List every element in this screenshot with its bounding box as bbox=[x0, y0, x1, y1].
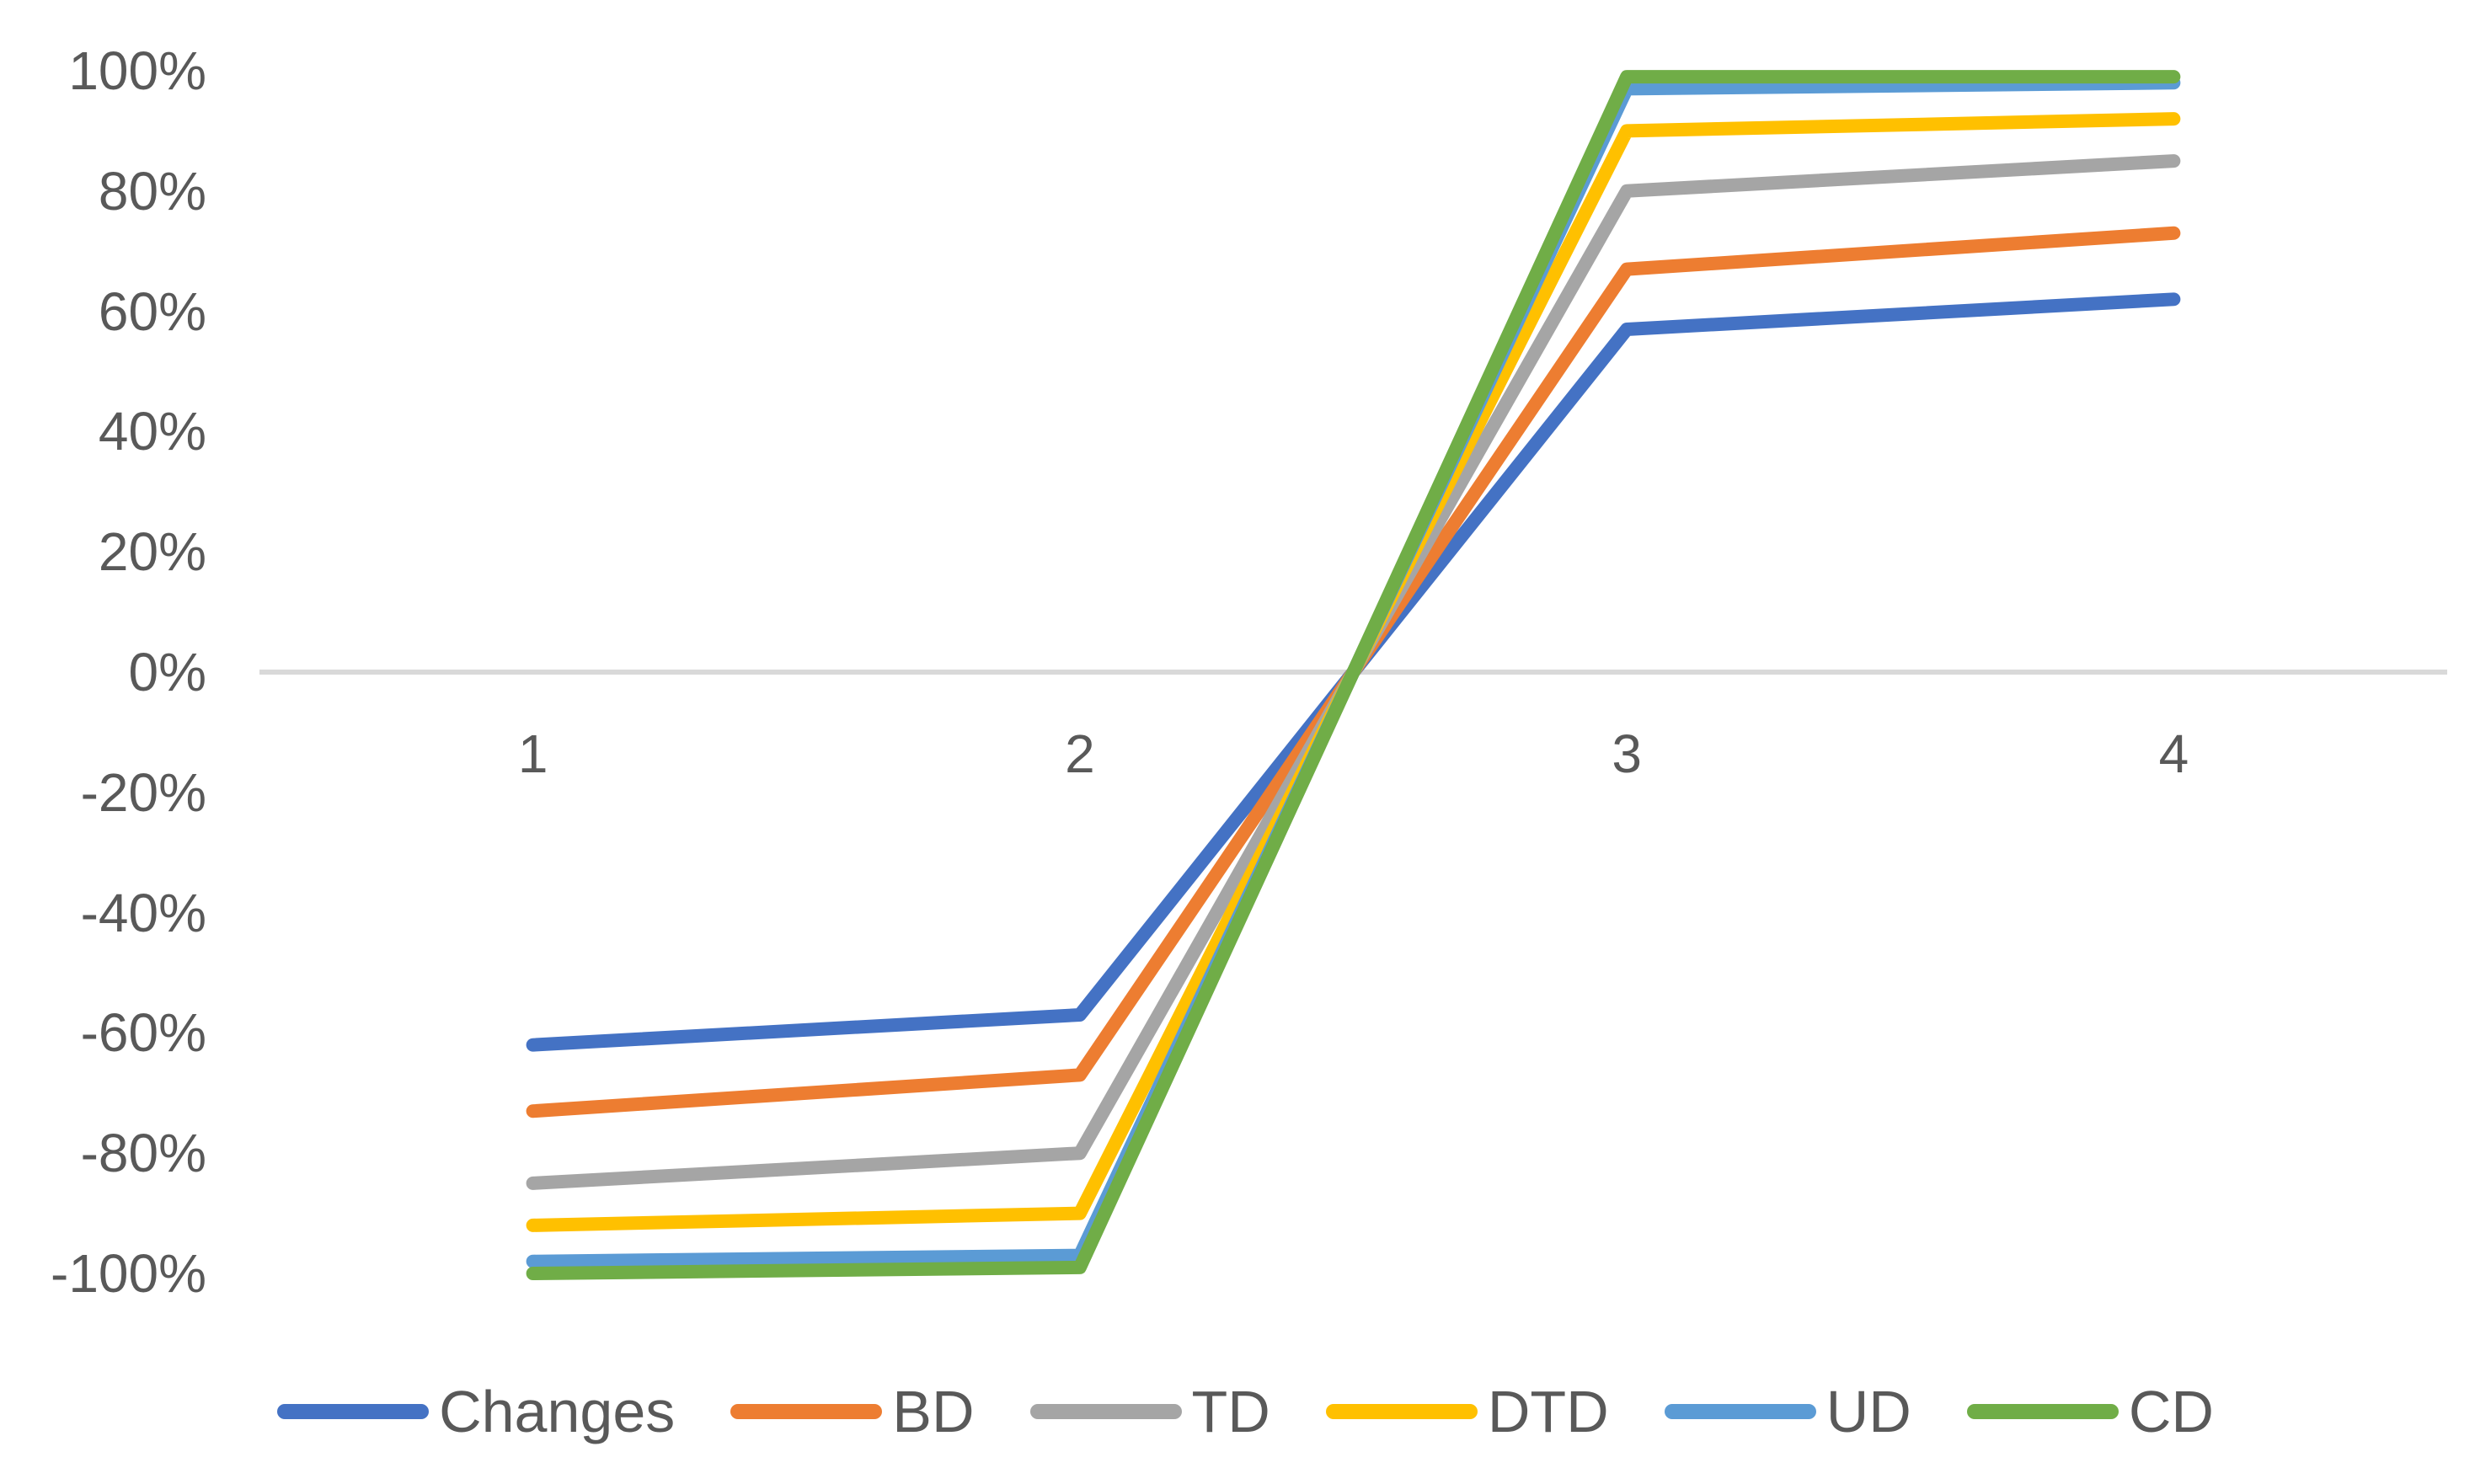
legend-swatch-dtd bbox=[1325, 1403, 1478, 1419]
legend-label-cd: CD bbox=[2128, 1378, 2214, 1444]
legend-item-ud: UD bbox=[1664, 1378, 1911, 1445]
legend-item-bd: BD bbox=[730, 1378, 975, 1445]
legend-swatch-cd bbox=[1966, 1403, 2119, 1419]
x-tick-label: 1 bbox=[517, 723, 548, 784]
y-tick-label: 80% bbox=[98, 160, 206, 222]
legend-label-ud: UD bbox=[1825, 1378, 1911, 1444]
legend-item-dtd: DTD bbox=[1325, 1378, 1609, 1445]
y-tick-label: 100% bbox=[68, 40, 206, 101]
legend-item-changes: Changes bbox=[277, 1378, 675, 1445]
y-tick-label: -20% bbox=[80, 761, 206, 823]
y-tick-label: 20% bbox=[98, 521, 206, 583]
legend-label-changes: Changes bbox=[439, 1378, 676, 1444]
legend-label-dtd: DTD bbox=[1487, 1378, 1609, 1444]
y-tick-label: -60% bbox=[80, 1002, 206, 1064]
y-tick-label: -100% bbox=[51, 1243, 206, 1304]
y-tick-label: -80% bbox=[80, 1123, 206, 1184]
legend-label-td: TD bbox=[1191, 1378, 1270, 1444]
legend-swatch-ud bbox=[1664, 1403, 1816, 1419]
legend-swatch-bd bbox=[730, 1403, 883, 1419]
legend-item-cd: CD bbox=[1966, 1378, 2214, 1445]
legend-swatch-changes bbox=[277, 1403, 430, 1419]
y-tick-label: -40% bbox=[80, 882, 206, 943]
y-tick-label: 40% bbox=[98, 401, 206, 462]
x-tick-label: 4 bbox=[2158, 723, 2189, 784]
y-tick-label: 60% bbox=[98, 280, 206, 342]
series-lines bbox=[526, 70, 2181, 1280]
legend: Changes BD TD DTD UD CD bbox=[0, 1371, 2491, 1451]
legend-label-bd: BD bbox=[892, 1378, 975, 1444]
x-tick-label: 3 bbox=[1612, 723, 1642, 784]
y-tick-label: 0% bbox=[128, 642, 207, 702]
x-tick-label: 2 bbox=[1065, 723, 1095, 784]
legend-swatch-td bbox=[1029, 1403, 1182, 1419]
series-line-cd bbox=[526, 70, 2181, 1280]
legend-item-td: TD bbox=[1029, 1378, 1270, 1445]
